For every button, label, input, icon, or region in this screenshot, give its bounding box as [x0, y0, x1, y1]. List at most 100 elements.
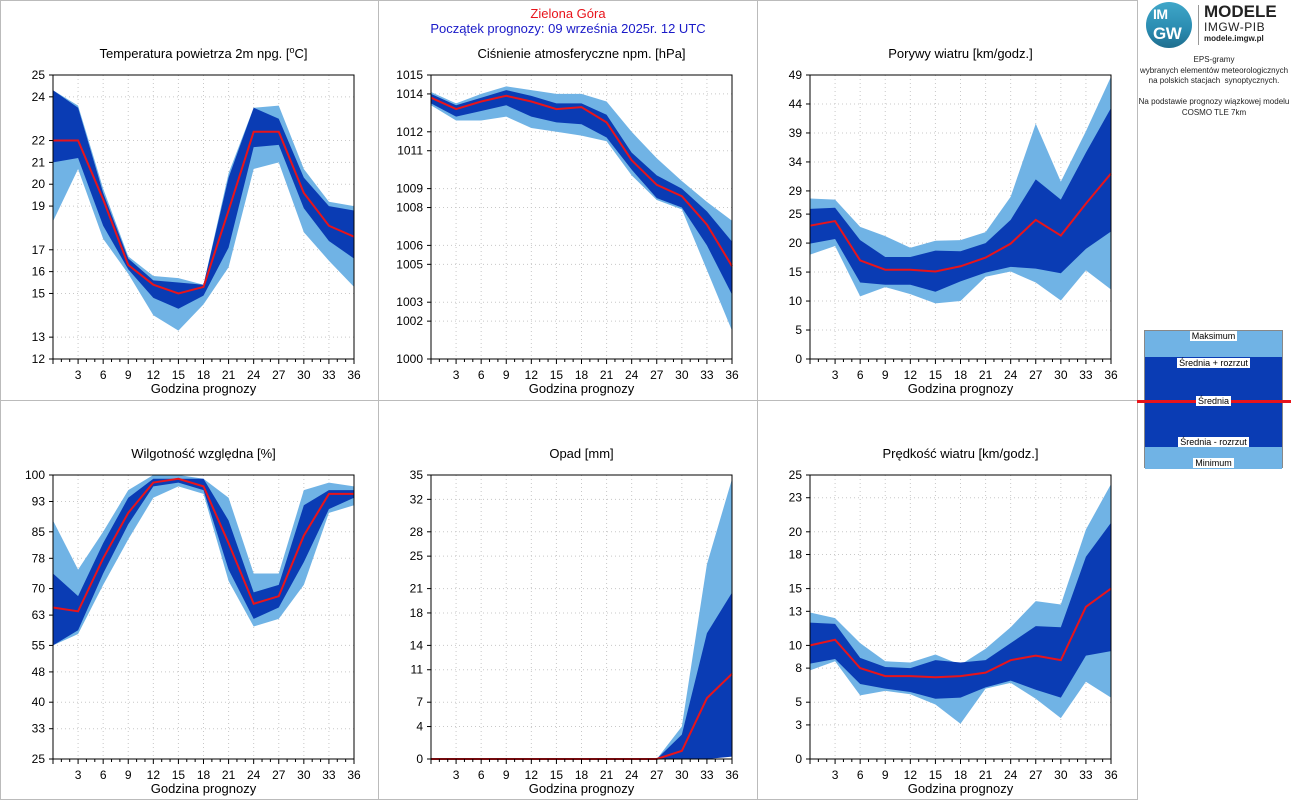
y-tick-label: 32: [410, 492, 424, 506]
forecast-start: Początek prognozy: 09 września 2025r. 12…: [430, 21, 706, 36]
x-tick-label: 27: [272, 368, 286, 382]
imgw-logo-mark: IM GW: [1146, 2, 1192, 48]
y-tick-label: 3: [795, 718, 802, 732]
x-tick-label: 36: [725, 368, 739, 382]
y-tick-label: 85: [32, 525, 46, 539]
y-tick-label: 44: [789, 97, 803, 111]
chart-panel-humidity: Wilgotność względna [%] 25 33 40 48 55 63 70 78 8…: [0, 400, 379, 800]
x-axis-label: Godzina prognozy: [151, 781, 257, 796]
x-tick-label: 9: [882, 368, 889, 382]
y-tick-label: 78: [32, 551, 46, 565]
x-tick-label: 27: [272, 768, 286, 782]
x-tick-label: 15: [929, 768, 943, 782]
x-tick-label: 12: [525, 368, 539, 382]
x-tick-label: 12: [904, 368, 918, 382]
x-tick-label: 15: [172, 368, 186, 382]
y-tick-label: 0: [795, 352, 802, 366]
x-tick-label: 15: [929, 368, 943, 382]
x-tick-label: 30: [1054, 768, 1068, 782]
chart-svg-gusts: Porywy wiatru [km/godz.]0510152025293439…: [789, 46, 1118, 396]
x-tick-label: 36: [1104, 368, 1118, 382]
series-mean-line: [809, 587, 1112, 679]
x-tick-label: 6: [857, 768, 864, 782]
chart-title: Opad [mm]: [549, 446, 613, 461]
x-tick-label: 21: [600, 768, 614, 782]
y-tick-label: 1006: [396, 238, 423, 252]
x-tick-label: 24: [1004, 368, 1018, 382]
y-tick-label: 25: [789, 468, 803, 482]
y-tick-label: 13: [32, 330, 46, 344]
x-tick-label: 21: [600, 368, 614, 382]
y-tick-label: 35: [410, 468, 424, 482]
x-tick-label: 6: [100, 768, 107, 782]
chart-title: Prędkość wiatru [km/godz.]: [882, 446, 1038, 461]
chart-svg-temperature: Temperatura powietrza 2m npg. [oC] 12 13 15…: [32, 45, 361, 396]
imgw-logo: IM GW MODELE IMGW-PIB modele.imgw.pl: [1146, 2, 1286, 48]
chart-svg-windspeed: Prędkość wiatru [km/godz.] 0 3 5 8 10 13 15 18 20…: [789, 446, 1118, 796]
y-tick-label: 63: [32, 608, 46, 622]
y-tick-label: 10: [789, 638, 803, 652]
y-tick-label: 5: [795, 323, 802, 337]
station-name: Zielona Góra: [530, 6, 606, 21]
x-tick-label: 3: [453, 768, 460, 782]
legend-text-lower: Średnia - rozrzut: [1178, 437, 1249, 447]
series-mean-line: [430, 94, 733, 267]
series-spread-band: [53, 478, 354, 646]
y-tick-label: 19: [32, 199, 46, 213]
y-tick-label: 7: [416, 695, 423, 709]
x-tick-label: 30: [297, 768, 311, 782]
y-tick-label: 0: [795, 752, 802, 766]
x-tick-label: 27: [1029, 368, 1043, 382]
x-tick-label: 21: [222, 368, 236, 382]
x-tick-label: 36: [725, 768, 739, 782]
x-tick-label: 18: [197, 768, 211, 782]
x-tick-label: 27: [650, 768, 664, 782]
y-tick-label: 40: [32, 695, 46, 709]
x-tick-label: 33: [322, 768, 336, 782]
y-tick-label: 1005: [396, 257, 423, 271]
legend-text-upper: Średnia + rozrzut: [1177, 358, 1250, 368]
x-tick-label: 24: [625, 368, 639, 382]
y-tick-label: 25: [32, 68, 46, 82]
series-spread-band: [53, 90, 354, 309]
info-text: EPS-gramy wybranych elementów meteorolog…: [1137, 55, 1291, 118]
y-tick-label: 29: [789, 184, 803, 198]
chart-grid: [431, 474, 733, 760]
info-line: wybranych elementów meteorologicznych: [1139, 65, 1289, 75]
chart-panel-gusts: Porywy wiatru [km/godz.] 0 5 10 15 20 25 29 34 39…: [757, 0, 1138, 401]
x-tick-label: 6: [478, 768, 485, 782]
x-tick-label: 33: [1079, 768, 1093, 782]
x-tick-label: 21: [979, 768, 993, 782]
chart-title-unit: C]: [295, 46, 308, 61]
x-tick-label: 3: [75, 768, 82, 782]
y-tick-label: 1011: [397, 144, 423, 158]
x-axis-label: Godzina prognozy: [908, 381, 1014, 396]
x-tick-label: 3: [832, 368, 839, 382]
legend-label-max: Maksimum: [1145, 331, 1282, 341]
y-tick-label: 34: [789, 155, 803, 169]
x-tick-label: 3: [75, 368, 82, 382]
series-minmax-band: [53, 90, 354, 331]
y-tick-label: 48: [32, 665, 46, 679]
x-tick-label: 27: [650, 368, 664, 382]
x-tick-label: 24: [247, 768, 261, 782]
series-spread-band: [431, 592, 732, 759]
y-tick-label: 49: [789, 68, 803, 82]
y-tick-label: 28: [410, 525, 424, 539]
y-tick-label: 1002: [396, 314, 423, 328]
y-tick-label: 16: [32, 265, 46, 279]
x-axis-label: Godzina prognozy: [908, 781, 1014, 796]
x-tick-label: 6: [857, 368, 864, 382]
x-tick-label: 21: [979, 368, 993, 382]
y-tick-label: 55: [32, 638, 46, 652]
y-tick-label: 20: [789, 525, 803, 539]
chart-svg-humidity: Wilgotność względna [%]25334048556370788…: [25, 446, 361, 796]
y-tick-label: 11: [411, 663, 424, 677]
chart-panel-windspeed: Prędkość wiatru [km/godz.] 0 3 5 8 10 13 15 18 20…: [757, 400, 1138, 800]
legend-text-max: Maksimum: [1189, 331, 1238, 341]
x-tick-label: 9: [125, 368, 132, 382]
x-tick-label: 12: [904, 768, 918, 782]
x-tick-label: 36: [347, 768, 361, 782]
x-tick-label: 9: [882, 768, 889, 782]
y-tick-label: 17: [32, 243, 46, 257]
